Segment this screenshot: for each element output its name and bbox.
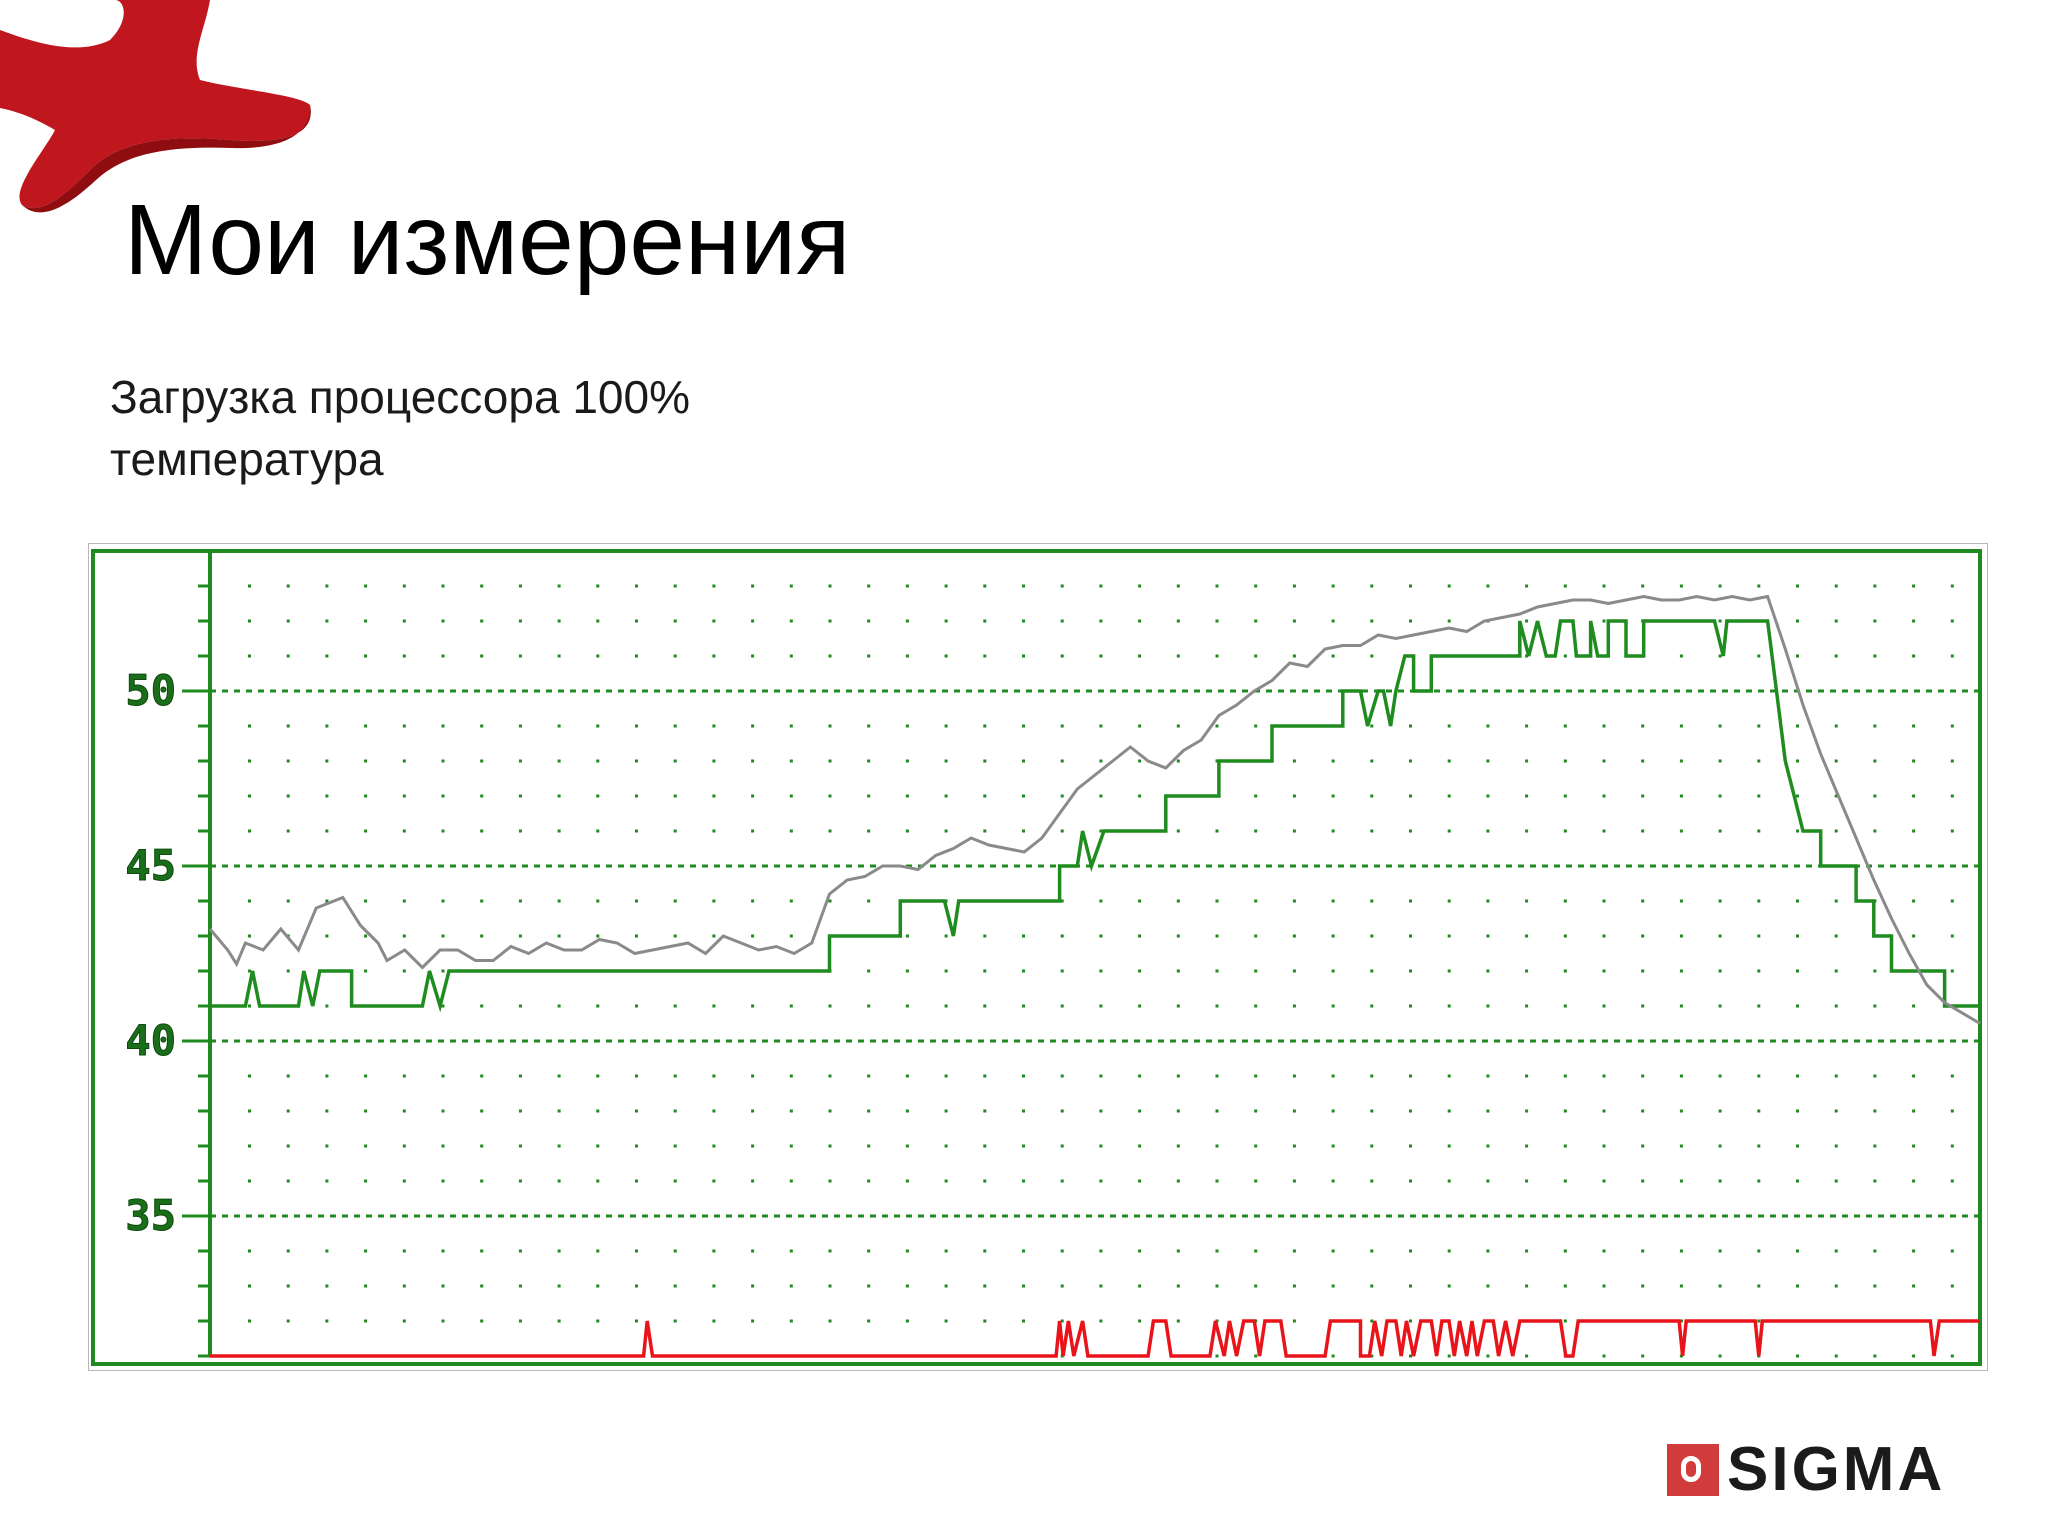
series-cpu_load [210,1319,1980,1358]
red-star-decoration-icon [0,0,311,213]
y-tick-label: 35 [125,1191,176,1240]
subtitle: Загрузка процессора 100% температура [110,366,690,490]
sigma-logo: SIGMA [1667,1438,2007,1502]
red-star-shape [0,0,311,209]
y-tick-label: 40 [125,1016,176,1065]
page-title: Мои измерения [124,184,851,296]
series-temp_sensor_1 [210,619,1980,1013]
chart-frame: 50 45 40 35 [88,543,1988,1371]
subtitle-line-temperature: температура [110,433,384,485]
sigma-logo-text: SIGMA [1727,1435,1946,1504]
series-temp_sensor_2 [208,594,1981,1025]
y-tick-label: 50 [125,666,176,715]
y-tick-label: 45 [125,841,176,890]
chart-border [91,549,1982,1366]
subtitle-line-cpu-load: Загрузка процессора 100% [110,371,690,423]
sigma-logo-mark-icon [1667,1444,1719,1496]
temperature-chart: 50 45 40 35 [91,549,1982,1366]
